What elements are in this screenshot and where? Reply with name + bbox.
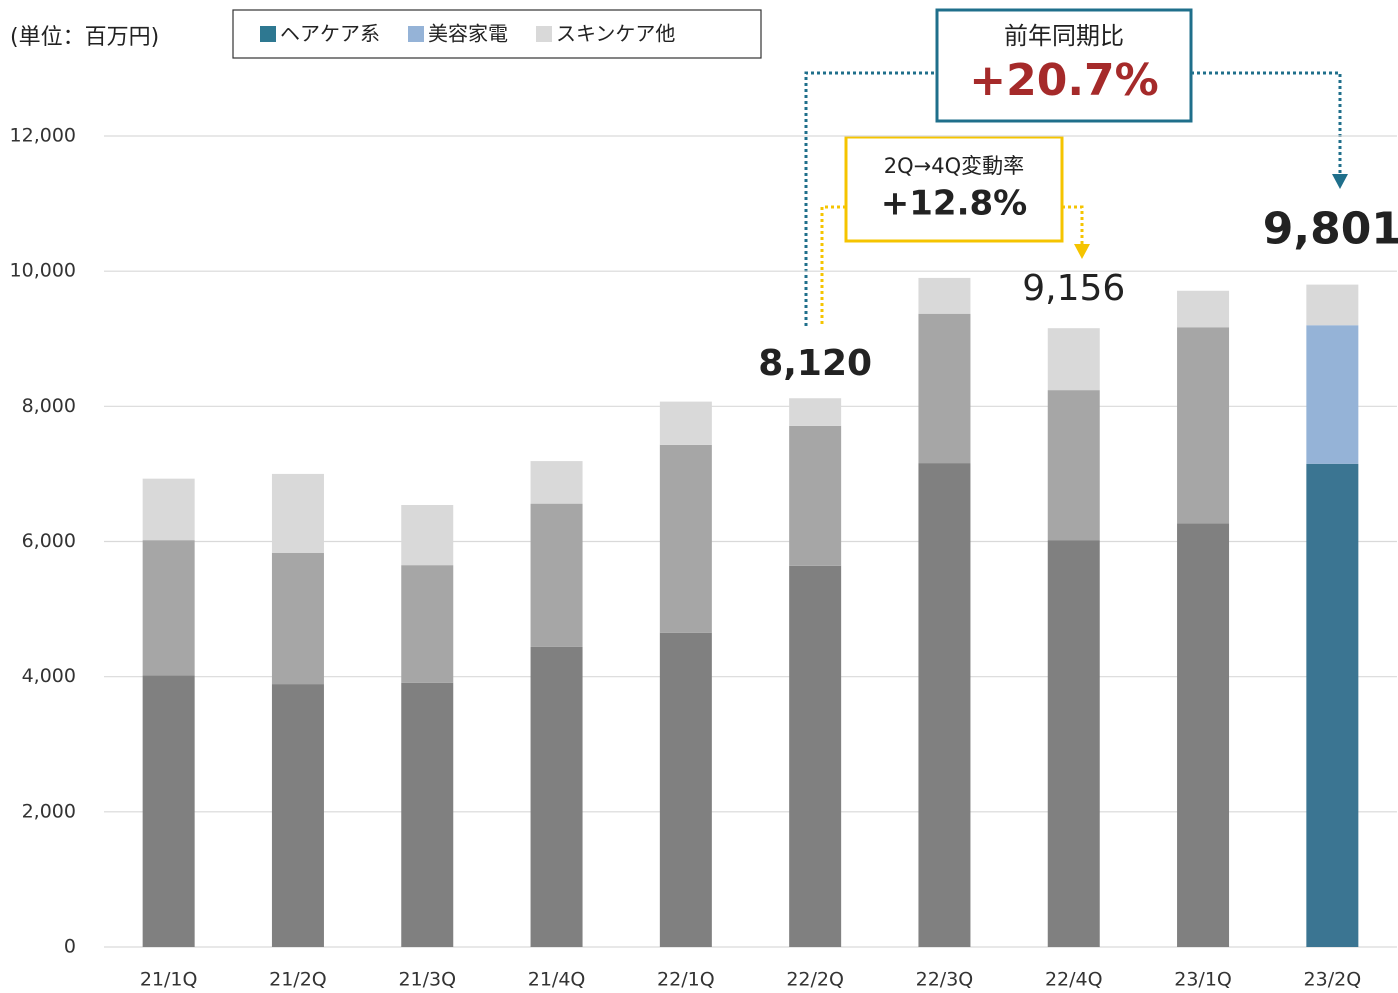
legend-swatch	[536, 26, 552, 42]
callout-title: 前年同期比	[1004, 22, 1124, 50]
total-label: 8,120	[758, 343, 872, 384]
connector	[804, 71, 937, 326]
legend: ヘアケア系 美容家電 スキンケア他	[260, 22, 675, 46]
bar-segment	[918, 277, 971, 314]
x-tick-label: 21/1Q	[140, 969, 198, 991]
callout-value: +12.8%	[881, 184, 1027, 224]
bar-segment	[1306, 325, 1359, 464]
bar-segment	[659, 401, 712, 445]
x-tick-label: 22/2Q	[786, 969, 844, 991]
bar-segment	[789, 565, 842, 947]
unit-label: (単位：百万円)	[10, 25, 159, 50]
bar-segment	[918, 313, 971, 464]
arrow-head	[1332, 174, 1348, 189]
legend-label: ヘアケア系	[280, 22, 380, 46]
bar-segment	[1306, 463, 1359, 947]
connector	[1191, 71, 1342, 176]
bar-segment	[142, 540, 195, 676]
callout-value: +20.7%	[969, 55, 1159, 106]
x-tick-label: 21/3Q	[398, 969, 456, 991]
legend-swatch	[260, 26, 276, 42]
bar-segment	[918, 463, 971, 947]
x-tick-label: 22/1Q	[657, 969, 715, 991]
x-tick-label: 21/4Q	[528, 969, 586, 991]
bar-segment	[401, 565, 454, 683]
bar-segment	[789, 398, 842, 426]
bar-segment	[401, 505, 454, 566]
bar-segment	[789, 425, 842, 566]
bar-segment	[271, 552, 324, 685]
bar-segment	[1177, 290, 1230, 328]
connector	[1062, 205, 1084, 246]
bar-segment	[530, 503, 583, 647]
bar-segment	[1047, 390, 1100, 541]
x-tick-label: 23/1Q	[1174, 969, 1232, 991]
x-tick-label: 22/3Q	[916, 969, 974, 991]
bar-segment	[142, 478, 195, 541]
y-tick-label: 0	[64, 936, 76, 958]
arrow-head	[1074, 244, 1090, 259]
bar-segment	[1306, 284, 1359, 326]
total-label: 9,801	[1263, 204, 1398, 255]
y-tick-label: 8,000	[22, 395, 76, 417]
callout-title: 2Q→4Q変動率	[884, 154, 1024, 178]
bar-segment	[142, 675, 195, 947]
total-label: 9,156	[1022, 268, 1125, 309]
bar-segment	[1177, 523, 1230, 947]
legend-label: スキンケア他	[556, 22, 675, 46]
y-tick-label: 12,000	[10, 125, 76, 147]
bar-segment	[659, 444, 712, 633]
callout-box	[935, 8, 1193, 123]
bar-segment	[659, 632, 712, 947]
callout-box	[844, 135, 1064, 243]
y-tick-label: 10,000	[10, 260, 76, 282]
bar-segment	[530, 461, 583, 504]
bar-segment	[1177, 327, 1230, 524]
x-tick-label: 21/2Q	[269, 969, 327, 991]
legend-label: 美容家電	[428, 22, 508, 46]
legend-box	[232, 9, 762, 59]
y-tick-label: 2,000	[22, 800, 76, 822]
bar-segment	[271, 684, 324, 947]
y-tick-label: 6,000	[22, 530, 76, 552]
legend-swatch	[408, 26, 424, 42]
bar-segment	[1047, 540, 1100, 947]
bar-segment	[401, 682, 454, 947]
connector	[820, 205, 846, 326]
bar-segment	[530, 646, 583, 947]
x-tick-label: 22/4Q	[1045, 969, 1103, 991]
bar-segment	[271, 473, 324, 553]
bar-segment	[1047, 328, 1100, 391]
x-tick-label: 23/2Q	[1304, 969, 1362, 991]
y-tick-label: 4,000	[22, 665, 76, 687]
